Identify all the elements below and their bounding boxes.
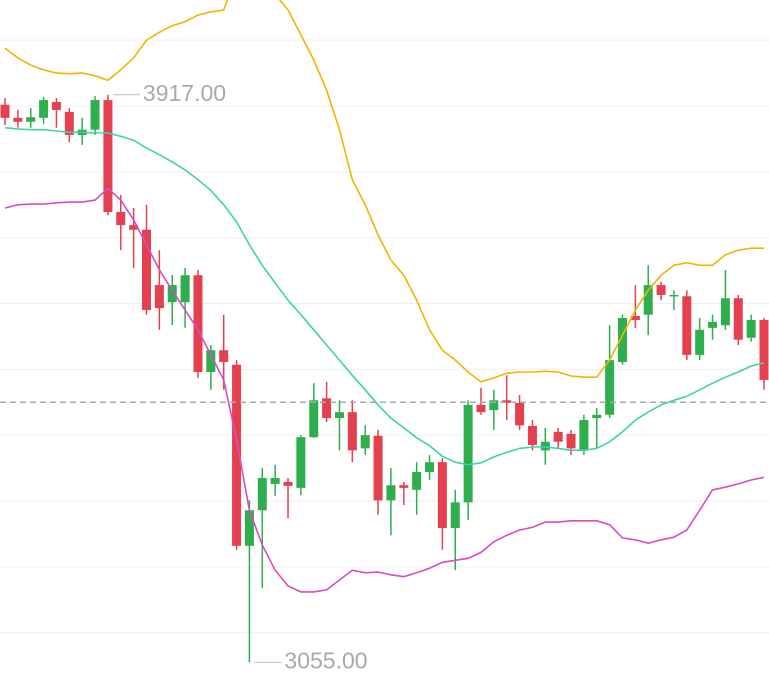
plot: 3917.00 3055.00 [0, 0, 769, 673]
band-line [4, 187, 765, 593]
candle-body [746, 319, 756, 338]
candle-body [154, 285, 164, 309]
candle-body [656, 285, 666, 295]
candle-body [605, 360, 615, 415]
candle-body [682, 296, 692, 355]
candle-body [167, 285, 177, 303]
candle-body [103, 100, 113, 212]
candle-body [283, 481, 293, 486]
candle-body [579, 420, 589, 451]
candle-body [39, 100, 49, 118]
candle-body [643, 285, 653, 315]
candle-body [553, 431, 563, 442]
candle-body [116, 211, 126, 226]
candle-body [64, 111, 74, 135]
candle-body [142, 229, 152, 311]
band-line [4, 0, 764, 383]
candle-body [759, 319, 769, 380]
candle-body [708, 321, 718, 328]
candle-body [617, 317, 627, 363]
candle-body [206, 350, 216, 372]
candle-body [334, 412, 344, 419]
candle-body [669, 294, 679, 297]
candle-body [412, 472, 422, 490]
candle-body [180, 275, 190, 303]
candle-body [244, 510, 254, 546]
candle-body [386, 485, 396, 501]
candle-body [592, 414, 602, 419]
candle-body [51, 102, 61, 110]
grid [0, 39, 769, 634]
candle-body [450, 502, 460, 529]
candle-body [13, 117, 23, 122]
candle-body [437, 462, 447, 529]
candle-body [90, 100, 100, 130]
candle-body [322, 398, 332, 419]
candle-body [373, 435, 383, 501]
candle-body [630, 316, 640, 320]
candle-body [0, 104, 10, 118]
candle-body [193, 275, 203, 372]
annotation-label: 3917.00 [143, 80, 226, 106]
candle-body [425, 462, 435, 473]
candle-body [527, 425, 537, 446]
annotation-label: 3055.00 [284, 647, 367, 673]
candle-body [695, 329, 705, 355]
candle-body [296, 437, 306, 488]
candle-body [26, 117, 36, 122]
candle-body [720, 298, 730, 326]
candle-body [463, 404, 473, 503]
band-line [4, 126, 765, 466]
candle-body [309, 400, 319, 438]
candle-body [515, 402, 525, 426]
candle-body [257, 477, 267, 511]
candle-body [540, 441, 550, 451]
candle-body [270, 477, 280, 484]
candle-body [733, 298, 743, 340]
candle-body [489, 400, 499, 411]
candle-body [399, 485, 409, 488]
candle-body [232, 364, 242, 546]
candle-body [566, 433, 576, 449]
candle-body [129, 225, 139, 230]
candle-body [502, 400, 512, 403]
candle-body [219, 350, 229, 363]
candle-body [347, 412, 357, 451]
candle-body [476, 404, 486, 413]
candle-body [360, 435, 370, 449]
